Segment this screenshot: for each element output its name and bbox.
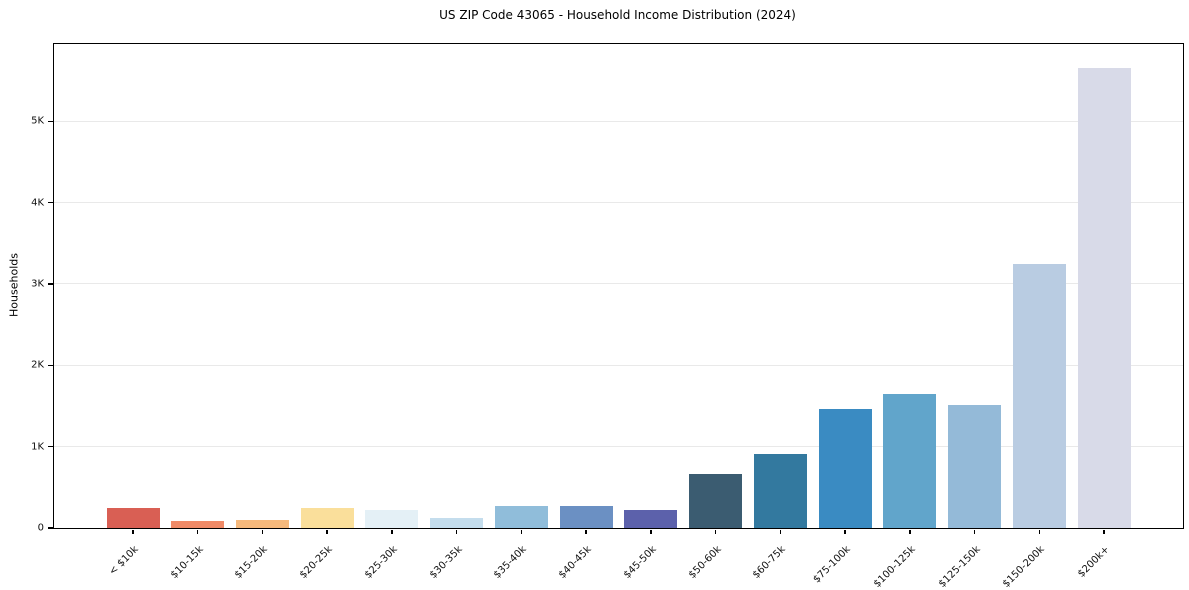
x-tick-label-text: $40-45k — [556, 544, 594, 581]
x-tick-mark — [455, 529, 458, 534]
x-tick-mark — [973, 529, 976, 534]
y-axis-label: Households — [7, 253, 21, 317]
bar — [430, 518, 484, 528]
x-tick-label-text: $60-75k — [751, 544, 789, 581]
x-tick-label-text: $150-200k — [1001, 544, 1048, 590]
bar — [559, 506, 613, 528]
x-tick-label-text: $100-125k — [871, 544, 918, 590]
x-tick-mark — [909, 529, 911, 534]
x-tick-mark — [391, 529, 393, 534]
y-tick-mark — [48, 445, 53, 448]
bar — [1012, 263, 1066, 528]
gridline-3K — [54, 283, 1183, 285]
x-tick-mark — [1103, 529, 1105, 534]
y-tick-label: 2K — [31, 359, 44, 371]
bar — [300, 507, 354, 528]
bar — [1077, 67, 1131, 528]
x-tick-label-text: $15-20k — [233, 544, 271, 581]
x-tick-mark — [132, 529, 134, 534]
x-tick-label-text: $25-30k — [362, 544, 400, 581]
bar — [753, 453, 807, 528]
bar — [171, 520, 225, 528]
y-tick-label: 3K — [31, 278, 44, 290]
bar — [883, 393, 937, 528]
bar — [494, 506, 548, 528]
x-tick-label-text: $75-100k — [811, 544, 853, 586]
x-tick-mark — [520, 529, 523, 534]
bar — [106, 508, 160, 528]
y-tick-label: 0 — [37, 522, 44, 534]
y-tick-mark — [48, 364, 53, 367]
plot-area: 0 1K 2K 3K 4K 5K < $10k $10-15k $15-20k $20-25k $2… — [31, 43, 1184, 590]
gridline-4K — [54, 202, 1183, 204]
x-tick-mark — [844, 529, 846, 534]
x-tick-label-text: $35-40k — [492, 544, 530, 581]
bar — [689, 473, 743, 528]
x-tick-label-text: $10-15k — [168, 544, 206, 581]
y-tick-mark — [48, 527, 53, 529]
y-tick-label: 1K — [31, 441, 44, 453]
gridline-1K — [54, 446, 1183, 448]
y-tick-mark — [48, 120, 53, 123]
bar — [948, 405, 1002, 528]
x-tick-label-text: $200k+ — [1075, 544, 1112, 580]
x-tick-mark — [261, 529, 264, 534]
y-tick-label: 5K — [31, 115, 44, 127]
x-tick-mark — [326, 529, 328, 534]
chart-title: US ZIP Code 43065 - Household Income Dis… — [439, 8, 796, 22]
bar — [365, 509, 419, 528]
y-tick-label: 4K — [31, 197, 44, 209]
x-tick-mark — [650, 529, 652, 534]
x-tick-label-text: $20-25k — [298, 544, 335, 581]
x-tick-mark — [196, 529, 199, 534]
y-tick-mark — [48, 201, 53, 204]
x-tick-mark — [779, 529, 782, 534]
bar — [624, 509, 678, 528]
gridline-2K — [54, 364, 1183, 366]
x-tick-label-text: $125-150k — [936, 544, 983, 590]
y-tick-mark — [48, 283, 53, 285]
x-tick-label-text: < $10k — [107, 544, 141, 578]
x-tick-mark — [1038, 529, 1041, 534]
x-tick-mark — [714, 529, 717, 534]
x-tick-label-text: $50-60k — [686, 544, 724, 581]
x-tick-label-text: $30-35k — [427, 544, 465, 581]
x-tick-label-text: $45-50k — [621, 544, 659, 581]
bar — [235, 519, 289, 528]
bar — [818, 409, 872, 528]
gridline-5K — [54, 120, 1183, 122]
x-tick-mark — [585, 529, 587, 534]
